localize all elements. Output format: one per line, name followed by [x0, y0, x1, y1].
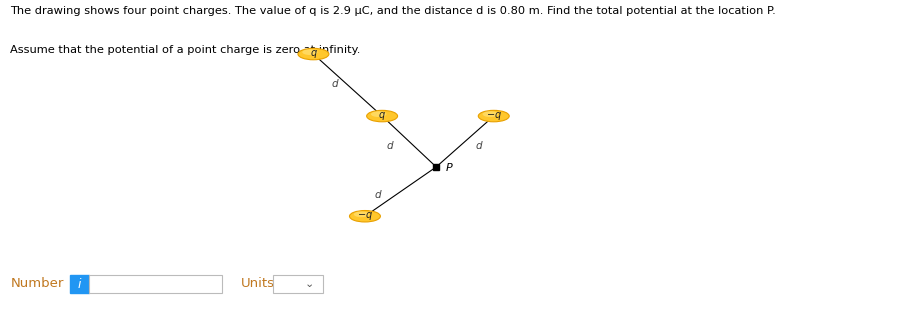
Text: ⌄: ⌄ — [304, 279, 313, 289]
Text: Number: Number — [10, 277, 63, 289]
Circle shape — [298, 48, 328, 60]
Text: $d$: $d$ — [474, 139, 483, 151]
FancyBboxPatch shape — [273, 275, 323, 293]
Text: $i$: $i$ — [77, 277, 83, 291]
Text: $q$: $q$ — [378, 110, 386, 122]
Text: $P$: $P$ — [444, 161, 453, 173]
Text: $−q$: $−q$ — [485, 110, 501, 122]
Text: The drawing shows four point charges. The value of q is 2.9 μC, and the distance: The drawing shows four point charges. Th… — [10, 6, 776, 16]
Text: $d$: $d$ — [386, 139, 394, 151]
Circle shape — [354, 211, 369, 217]
FancyBboxPatch shape — [71, 275, 89, 293]
Circle shape — [370, 111, 386, 117]
Circle shape — [367, 110, 397, 122]
Circle shape — [349, 211, 380, 222]
Circle shape — [478, 110, 508, 122]
FancyBboxPatch shape — [89, 275, 222, 293]
Circle shape — [302, 49, 317, 55]
Text: Assume that the potential of a point charge is zero at infinity.: Assume that the potential of a point cha… — [10, 45, 360, 54]
Text: $−q$: $−q$ — [357, 210, 372, 222]
Text: $d$: $d$ — [330, 77, 339, 89]
Text: $q$: $q$ — [309, 48, 317, 60]
Text: $d$: $d$ — [373, 188, 381, 200]
Text: Units: Units — [240, 277, 274, 289]
Circle shape — [482, 111, 497, 117]
